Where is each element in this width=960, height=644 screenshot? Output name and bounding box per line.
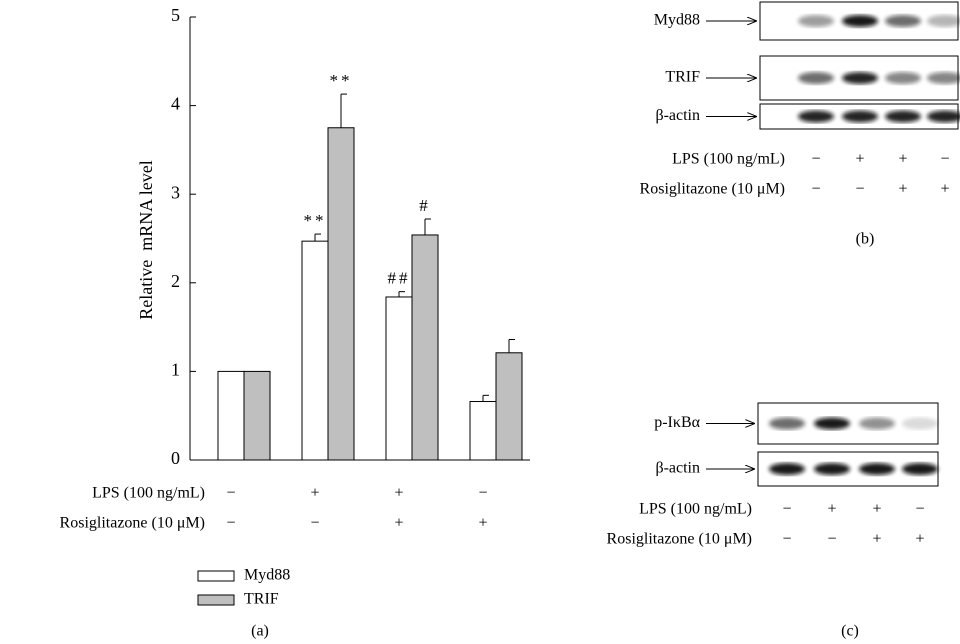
- blot-band: [769, 463, 805, 475]
- condition-sign: +: [827, 501, 836, 518]
- blot-band: [842, 15, 878, 27]
- condition-sign: −: [855, 181, 864, 198]
- condition-label: Rosiglitazone (10 μM): [640, 181, 785, 198]
- y-tick-label: 5: [171, 5, 180, 25]
- blot-band: [859, 463, 895, 475]
- bar: [218, 371, 244, 460]
- condition-sign: −: [827, 531, 836, 548]
- significance-label: **: [304, 211, 327, 230]
- condition-label: LPS (100 ng/mL): [672, 151, 785, 168]
- bar: [328, 128, 354, 460]
- blot-band: [769, 418, 805, 430]
- blot-band: [902, 418, 938, 430]
- blot-band: [814, 418, 850, 430]
- bar: [412, 235, 438, 460]
- y-tick-label: 3: [171, 182, 180, 202]
- condition-label: LPS (100 ng/mL): [639, 501, 752, 518]
- y-tick-label: 1: [171, 360, 180, 380]
- blot-row-label: p-IκBα: [654, 414, 700, 431]
- blot-band: [798, 111, 834, 123]
- blot-band: [798, 72, 834, 84]
- condition-sign: +: [940, 181, 949, 198]
- condition-sign: +: [898, 181, 907, 198]
- y-tick-label: 4: [171, 94, 180, 114]
- legend-label: TRIF: [244, 591, 279, 608]
- blot-band: [902, 463, 938, 475]
- condition-sign: −: [940, 151, 949, 168]
- blot-band: [885, 111, 921, 123]
- legend-label: Myd88: [244, 567, 290, 584]
- significance-label: ##: [388, 269, 411, 288]
- condition-sign: −: [915, 501, 924, 518]
- bar: [244, 371, 270, 460]
- blot-band: [798, 15, 834, 27]
- condition-sign: −: [226, 485, 235, 502]
- condition-sign: −: [782, 501, 791, 518]
- legend-swatch: [198, 571, 234, 581]
- condition-sign: +: [855, 151, 864, 168]
- blot-band: [842, 111, 878, 123]
- significance-label: **: [330, 71, 353, 90]
- condition-label: LPS (100 ng/mL): [92, 485, 205, 502]
- condition-sign: +: [478, 515, 487, 532]
- y-axis-label: Relative mRNA level: [136, 160, 156, 319]
- bar: [470, 402, 496, 460]
- bar: [386, 297, 412, 460]
- blot-band: [842, 72, 878, 84]
- condition-sign: −: [478, 485, 487, 502]
- condition-sign: +: [898, 151, 907, 168]
- bar: [496, 353, 522, 460]
- condition-sign: +: [915, 531, 924, 548]
- blot-band: [885, 72, 921, 84]
- blot-band: [859, 418, 895, 430]
- figure: 0 1 2 3 4 5 Relative mRNA level ** ## ** # LPS (100…: [0, 0, 960, 644]
- condition-sign: −: [811, 151, 820, 168]
- condition-sign: −: [811, 181, 820, 198]
- panel-label: (a): [251, 623, 269, 640]
- significance-label: #: [419, 196, 431, 215]
- blot-band: [814, 463, 850, 475]
- condition-sign: +: [310, 485, 319, 502]
- blot-band: [885, 15, 921, 27]
- legend-swatch: [198, 595, 234, 605]
- condition-sign: −: [226, 515, 235, 532]
- condition-sign: +: [872, 531, 881, 548]
- condition-sign: +: [394, 515, 403, 532]
- condition-sign: +: [394, 485, 403, 502]
- panel-label: (b): [856, 231, 875, 248]
- blot-row-label: Myd88: [654, 12, 700, 29]
- blot-row-label: TRIF: [665, 69, 700, 86]
- blot-row-label: β-actin: [655, 460, 700, 477]
- condition-sign: −: [782, 531, 791, 548]
- condition-sign: −: [310, 515, 319, 532]
- y-tick-label: 2: [171, 271, 180, 291]
- condition-label: Rosiglitazone (10 μM): [60, 515, 205, 532]
- bar: [302, 241, 328, 460]
- condition-sign: +: [872, 501, 881, 518]
- y-tick-label: 0: [171, 448, 180, 468]
- condition-label: Rosiglitazone (10 μM): [607, 531, 752, 548]
- panel-label: (c): [841, 623, 859, 640]
- blot-row-label: β-actin: [655, 107, 700, 124]
